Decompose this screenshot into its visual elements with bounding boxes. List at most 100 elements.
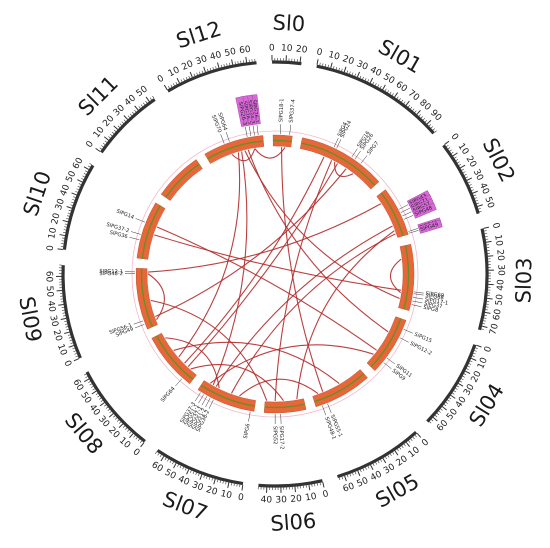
ideogram-core-sl10 (141, 205, 161, 259)
tick-label-sl05: 50 (356, 476, 371, 490)
tick-sl01 (341, 68, 343, 72)
synteny-link (173, 341, 340, 384)
tick-sl09 (60, 317, 67, 320)
tick-sl01 (379, 85, 382, 89)
tick-sl01 (322, 63, 324, 66)
tick-sl12 (168, 86, 170, 89)
tick-sl07 (179, 465, 182, 469)
gene-marker-line (402, 211, 412, 217)
gene-label: SlPG64 (216, 112, 228, 132)
tick-sl10 (62, 219, 69, 223)
tick-sl07 (160, 456, 165, 462)
gene-marker-line (351, 148, 358, 158)
tick-sl05 (352, 472, 354, 476)
tick-sl04 (466, 368, 469, 370)
tick-sl05 (392, 452, 395, 455)
tick-label-sl06: 20 (290, 494, 303, 505)
tick-label-sl10: 40 (59, 183, 73, 198)
tick-sl05 (341, 476, 343, 480)
tick-sl10 (68, 209, 72, 212)
tick-sl04 (462, 375, 465, 378)
synteny-link (296, 230, 395, 400)
tick-sl01 (416, 109, 421, 115)
tick-sl07 (155, 451, 157, 454)
gene-marker-line (336, 139, 342, 149)
tick-label-sl01: 10 (327, 50, 341, 63)
tick-sl10 (83, 166, 90, 170)
gene-marker-line (360, 155, 368, 164)
synteny-link (254, 147, 286, 159)
tick-sl07 (206, 476, 208, 479)
tick-sl11 (119, 123, 122, 126)
tick-sl12 (199, 71, 201, 75)
gene-label: SlPG18-1 (278, 98, 285, 122)
tick-sl01 (410, 106, 413, 110)
tick-sl12 (231, 59, 234, 65)
synteny-link (165, 337, 220, 389)
tick-sl09 (67, 334, 71, 336)
tick-sl02 (471, 189, 474, 191)
gene-marker-line (412, 297, 423, 300)
tick-sl04 (429, 421, 432, 424)
tick-sl12 (170, 84, 173, 88)
tick-sl12 (207, 68, 209, 72)
tick-sl08 (85, 376, 88, 378)
tick-sl11 (103, 136, 109, 141)
tick-sl04 (476, 344, 482, 348)
tick-sl12 (185, 77, 188, 80)
axis-sl09 (61, 265, 82, 359)
tick-label-sl07: 50 (163, 468, 178, 482)
tick-label-sl02: 10 (456, 142, 471, 157)
tick-label-sl09: 40 (45, 300, 57, 313)
tick-sl10 (64, 226, 67, 228)
chromosome-label-sl06: Sl06 (270, 509, 318, 536)
tick-sl05 (385, 456, 387, 460)
tick-sl08 (100, 399, 103, 402)
gene-label: SlPG24-3 (246, 100, 255, 124)
tick-sl11 (95, 147, 101, 152)
synteny-link (389, 258, 402, 294)
tick-sl04 (436, 412, 440, 415)
tick-label-sl0: 10 (281, 44, 293, 55)
tick-sl04 (450, 394, 456, 399)
tick-sl11 (134, 109, 137, 113)
chromosome-label-sl03: Sl03 (511, 257, 536, 303)
gene-label: SlPG48-2 (99, 271, 123, 277)
ideogram-core-sl0 (273, 139, 292, 143)
tick-sl01 (396, 96, 399, 99)
tick-sl01 (343, 66, 347, 73)
tick-label-sl02: 20 (463, 154, 478, 169)
tick-sl01 (403, 101, 406, 104)
tick-sl10 (71, 201, 74, 204)
tick-sl07 (213, 478, 216, 485)
tick-sl01 (338, 67, 340, 71)
tick-sl02 (454, 156, 457, 159)
tick-label-sl03: 40 (496, 279, 507, 291)
tick-sl10 (77, 179, 83, 183)
tick-sl07 (199, 474, 203, 480)
tick-sl04 (472, 355, 475, 357)
tick-sl04 (463, 373, 467, 376)
gene-marker-line (175, 378, 183, 387)
gene-marker-line (413, 293, 424, 296)
synteny-link (274, 160, 333, 402)
synteny-link (231, 233, 396, 394)
tick-sl05 (389, 453, 392, 457)
tick-sl05 (372, 463, 375, 466)
chromosome-label-sl12: Sl12 (173, 16, 224, 53)
tick-label-sl04: 30 (462, 382, 477, 397)
tick-label-sl02: 30 (471, 168, 485, 183)
gene-highlight-box (418, 219, 443, 234)
axis-sl12 (167, 61, 257, 93)
tick-sl05 (365, 467, 367, 470)
tick-sl07 (186, 469, 190, 475)
tick-label-sl12: 50 (224, 47, 237, 59)
tick-sl04 (456, 385, 460, 388)
tick-sl08 (91, 390, 97, 395)
gene-marker-line (205, 397, 211, 408)
tick-sl11 (145, 100, 148, 104)
tick-sl10 (87, 165, 91, 168)
tick-sl07 (190, 470, 192, 473)
tick-sl05 (357, 470, 361, 477)
tick-sl09 (66, 329, 69, 331)
